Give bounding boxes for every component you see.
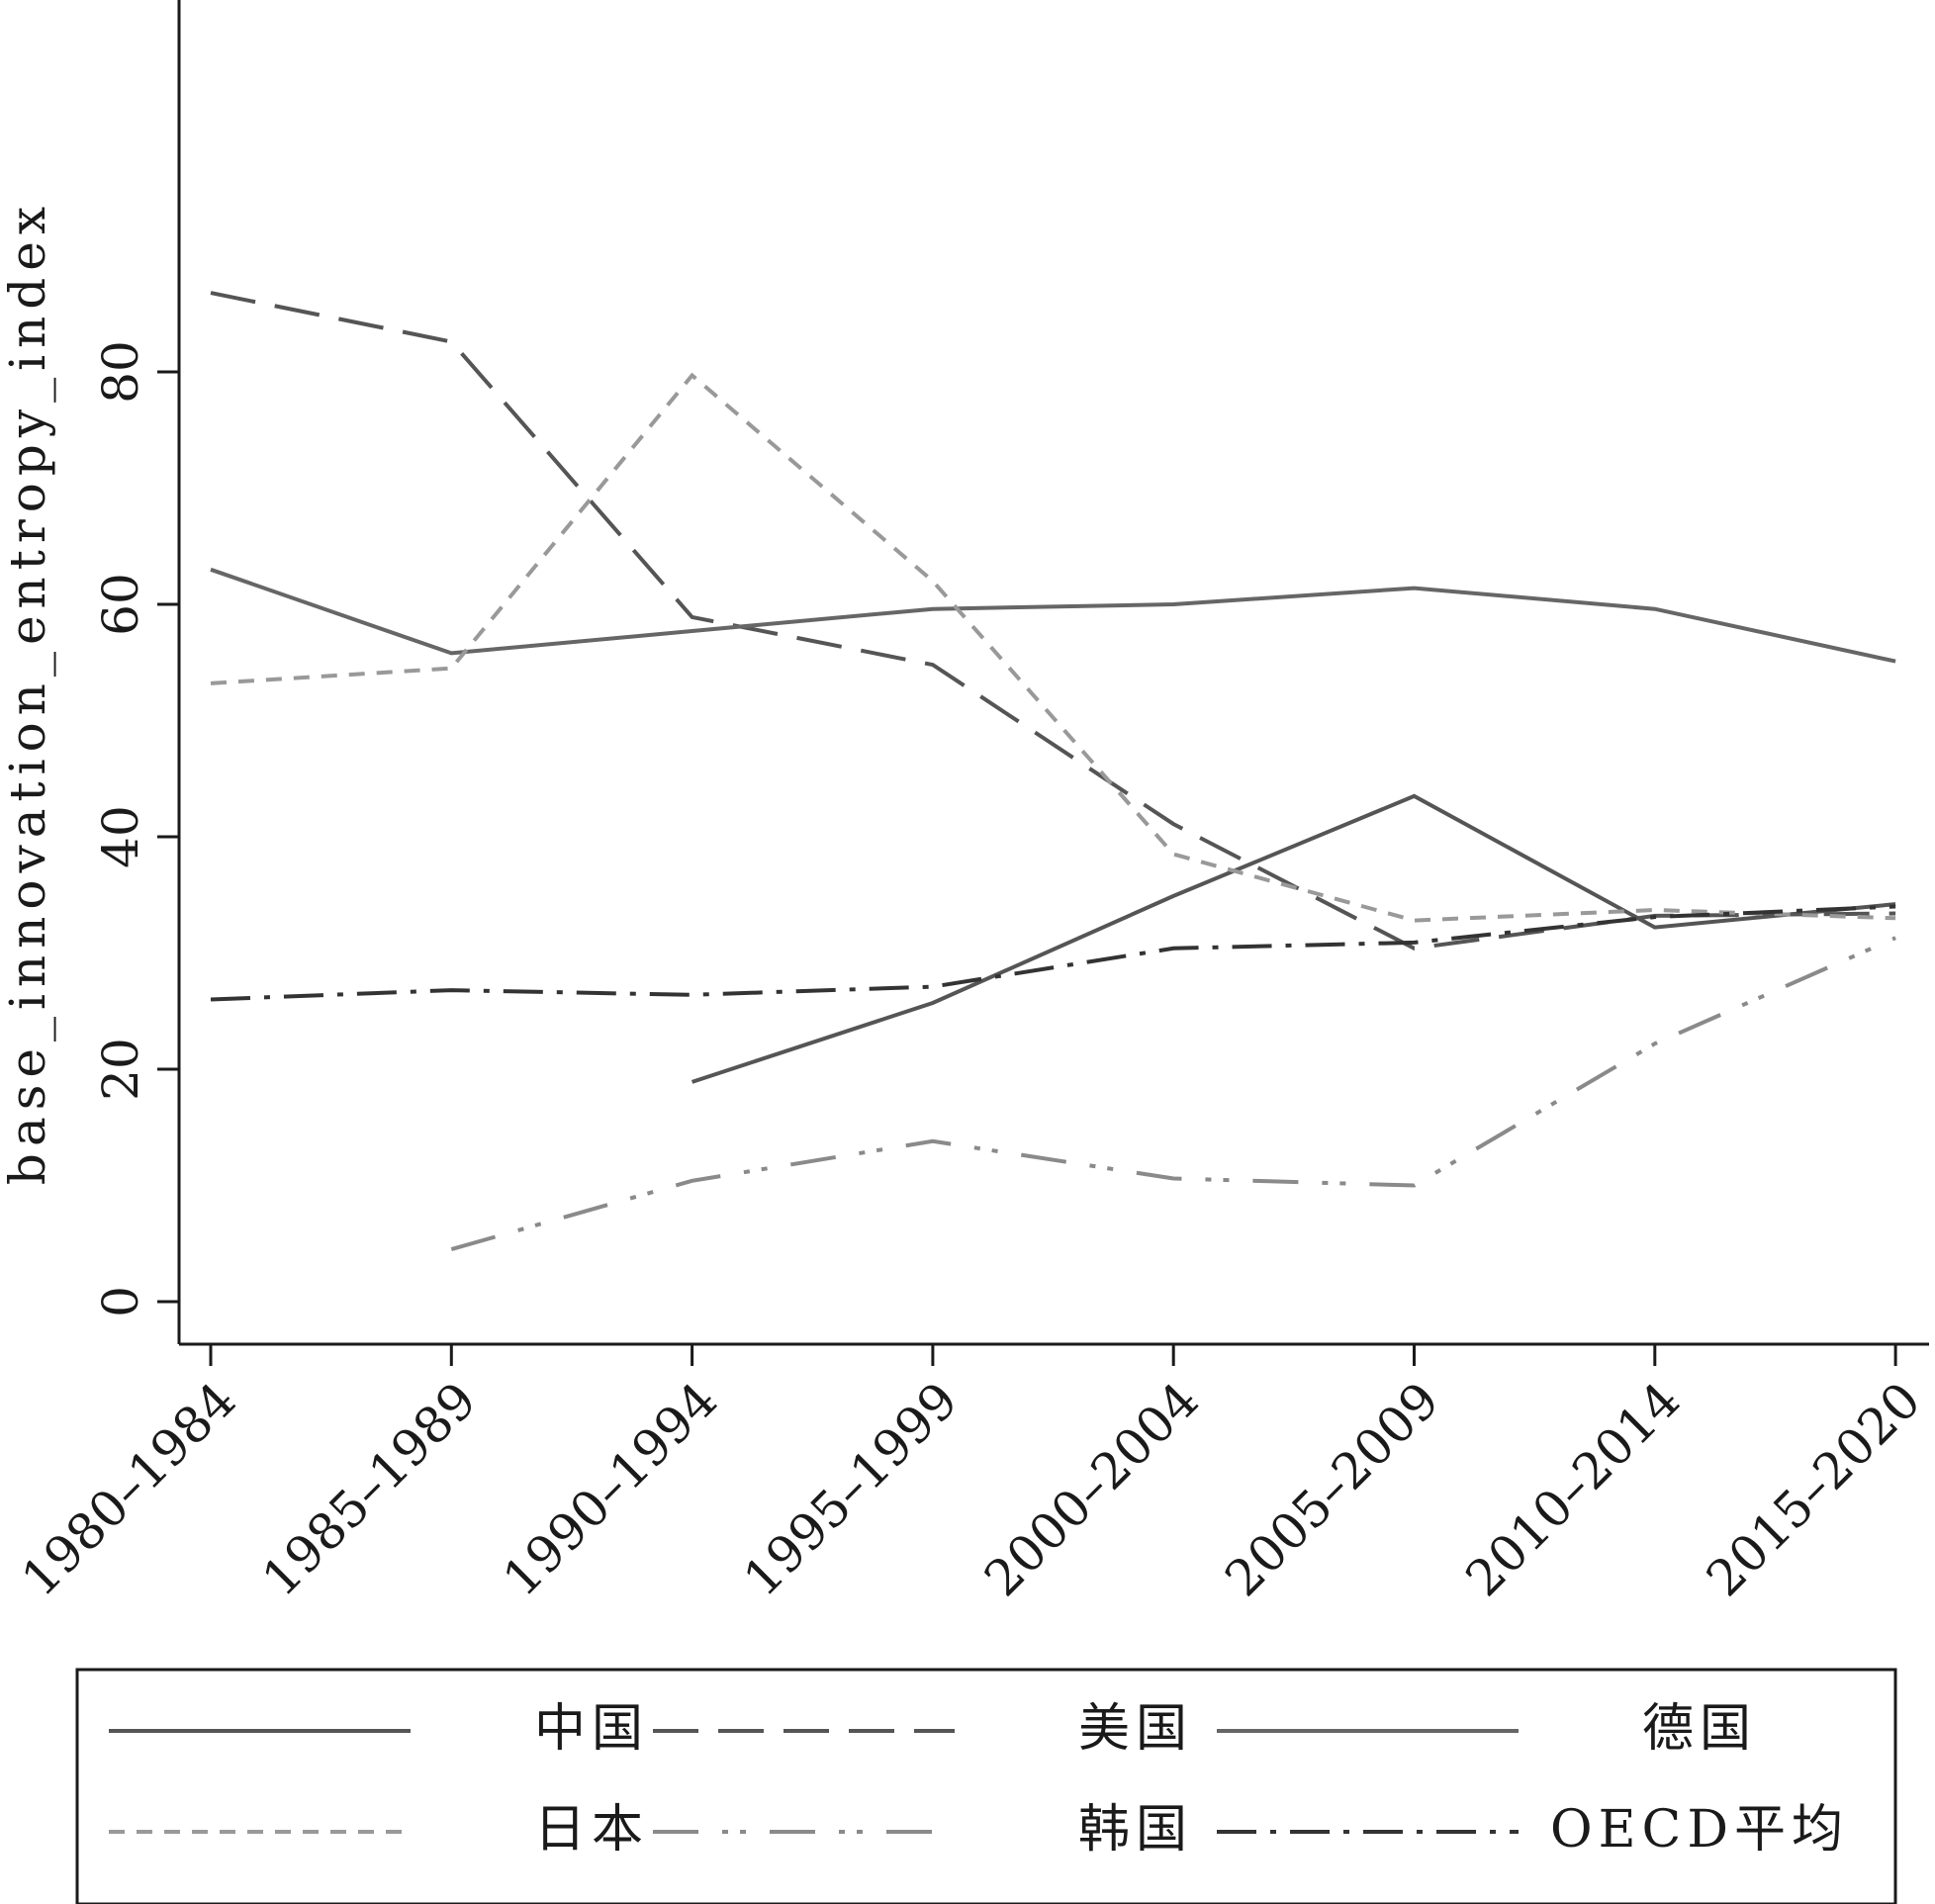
legend-label: 德国 [1642, 1699, 1757, 1759]
legend-item: 韩国 [653, 1800, 1193, 1859]
legend-item: 中国 [109, 1699, 649, 1759]
legend-label: 韩国 [1078, 1800, 1193, 1859]
legend-item: 德国 [1217, 1699, 1757, 1759]
x-tick-label: 1990–1994 [492, 1371, 728, 1607]
x-tick-label: 2005–2009 [1214, 1371, 1450, 1607]
series-6-group [210, 904, 1896, 1002]
legend-label: 日本 [534, 1800, 649, 1859]
series-5-line [450, 936, 1896, 1252]
y-tick-label: 20 [92, 1038, 149, 1101]
series-1-group [691, 793, 1896, 1084]
y-tick-label: 60 [92, 573, 149, 636]
x-tick-label: 2010–2014 [1455, 1371, 1692, 1607]
series-lines [210, 291, 1896, 1252]
y-tick-label: 40 [92, 805, 149, 868]
series-4-group [210, 372, 1896, 923]
legend-label: 中国 [534, 1699, 649, 1759]
series-6-line [210, 904, 1896, 1002]
legend-box [75, 1668, 1897, 1904]
x-tick-label: 2015–2020 [1696, 1371, 1932, 1607]
legend-label: OECD平均 [1550, 1800, 1849, 1859]
y-axis: 0 20 40 60 80 [92, 0, 181, 1344]
series-2-line [210, 291, 1896, 951]
series-5-group [450, 936, 1896, 1252]
legend-label: 美国 [1078, 1699, 1193, 1759]
y-tick-label: 80 [92, 340, 149, 404]
x-tick-label: 1985–1989 [251, 1371, 488, 1607]
series-3-line [210, 567, 1896, 664]
series-3-group [210, 567, 1896, 664]
x-tick-label: 2000–2004 [973, 1371, 1210, 1607]
x-tick-label: 1995–1999 [733, 1371, 969, 1607]
series-1-line [691, 793, 1896, 1084]
legend-item: 日本 [109, 1800, 649, 1859]
y-axis-title: base_innovation_entropy_index [0, 200, 56, 1185]
y-tick-label: 0 [92, 1286, 149, 1317]
x-tick-label: 1980–1984 [11, 1371, 247, 1607]
series-4-line [210, 372, 1896, 923]
series-2-group [210, 291, 1896, 951]
x-axis: 1980–1984 1985–1989 1990–1994 1995–1999 2000… [11, 1342, 1932, 1607]
legend-item: 美国 [653, 1699, 1193, 1759]
legend-item: OECD平均 [1217, 1800, 1849, 1859]
